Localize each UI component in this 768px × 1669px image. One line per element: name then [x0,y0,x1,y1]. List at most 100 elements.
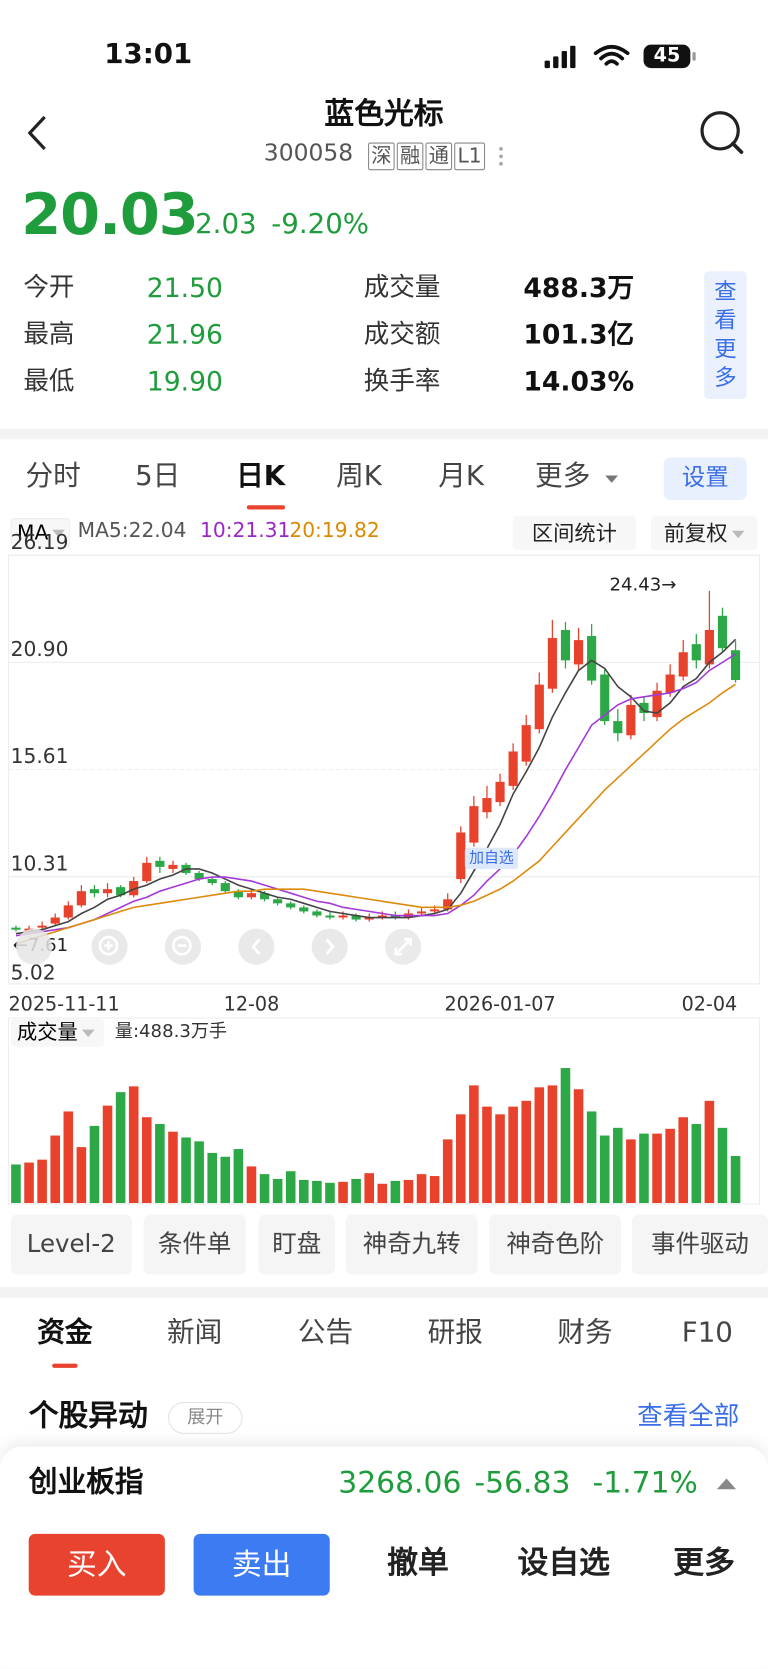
volume-bar [534,1087,545,1204]
candle-body [273,899,283,904]
stat-value: 19.90 [146,365,223,397]
candle-body [665,674,675,693]
candle-body [534,684,544,730]
volume-bar [403,1179,414,1204]
volume-bar [285,1171,296,1204]
expand-caret[interactable] [715,1474,738,1491]
more-dots[interactable] [496,145,507,171]
candle-body [142,862,152,882]
candle-body [351,915,361,920]
candle-body [338,915,348,918]
ma5-label: MA5:22.04 [77,519,187,543]
candle-body [76,891,86,906]
volume-bar [613,1127,623,1204]
candle-body [155,860,165,867]
info-tab[interactable]: 公告 [297,1316,354,1349]
volume-bar [521,1100,532,1204]
reset-button[interactable] [15,928,53,965]
volume-bar [691,1123,702,1204]
candle-body [443,899,453,910]
volume-frame [7,1017,761,1205]
period-tab[interactable]: 日K [236,460,286,493]
period-tab[interactable]: 5日 [135,460,181,493]
more-actions-button[interactable]: 更多 [673,1544,736,1581]
volume-bar [573,1089,584,1204]
volume-selector-label: 成交量 [17,1021,78,1045]
price-change-pct: -9.20% [271,208,370,241]
ma5-line [15,638,737,935]
period-tab[interactable]: 周K [336,460,382,493]
candle-body [482,798,492,813]
volume-bar [128,1086,139,1204]
candle-body [116,887,126,896]
period-tab[interactable]: 分时 [25,460,81,493]
search-button[interactable] [697,108,746,157]
tool-button[interactable]: 神奇色阶 [489,1214,622,1275]
period-tab[interactable]: 更多 [535,460,591,493]
volume-bar [142,1117,152,1204]
prev-button[interactable] [238,928,275,965]
tool-button[interactable]: Level-2 [10,1214,132,1275]
stat-value: 488.3万 [523,272,635,304]
stock-tags: 深融通 L1 [368,142,485,171]
volume-bar [76,1147,87,1204]
info-tab[interactable]: 研报 [427,1316,483,1349]
cancel-button[interactable]: 撤单 [387,1544,449,1581]
candle-body [259,893,270,900]
y-tick-label: 20.90 [11,637,69,661]
more-button[interactable]: 查看更多 [704,271,747,399]
y-tick-label: 15.61 [11,744,69,768]
candle-body [286,903,296,908]
volume-selector[interactable]: 成交量 [10,1019,105,1047]
volume-bar [181,1137,191,1204]
volume-bar [155,1123,165,1204]
stat-label: 成交量 [363,272,441,303]
candle-body [194,872,204,880]
candle-body [691,644,701,661]
ma-selector-label: MA [17,521,49,545]
range-stats-button[interactable]: 区间统计 [512,515,637,550]
candle-body [63,905,73,918]
tool-button[interactable]: 条件单 [143,1214,246,1275]
volume-summary: 量:488.3万手 [114,1021,228,1043]
info-tab[interactable]: F10 [681,1316,733,1349]
next-button[interactable] [311,928,348,965]
candle-body [168,864,178,869]
dropdown-icon [605,475,619,483]
watch-button[interactable]: 设自选 [517,1544,611,1581]
sell-button[interactable]: 卖出 [193,1533,330,1596]
info-tab[interactable]: 新闻 [166,1316,223,1349]
volume-bar [233,1149,244,1204]
stock-tag: 融 [396,142,424,171]
volume-bar [194,1141,204,1204]
ma-selector[interactable]: MA [10,518,71,548]
expand-button[interactable]: 展开 [168,1401,243,1434]
stat-value: 14.03% [523,365,635,397]
period-tab[interactable]: 月K [438,460,485,493]
stock-tag: 通 [425,142,453,171]
volume-bar [469,1085,479,1204]
settings-button[interactable]: 设置 [663,457,747,500]
tool-button[interactable]: 事件驱动 [631,1214,768,1275]
volume-bar [508,1106,518,1204]
candle-body [312,911,322,916]
info-tab[interactable]: 资金 [37,1316,93,1349]
buy-button[interactable]: 买入 [28,1533,165,1596]
view-all-link[interactable]: 查看全部 [637,1400,740,1431]
info-tab[interactable]: 财务 [557,1316,613,1349]
tool-button[interactable]: 盯盘 [258,1214,336,1275]
price-change: -2.03 [185,208,257,241]
candle-body [89,889,100,894]
volume-bar [456,1114,466,1204]
volume-bar [678,1117,689,1204]
candle-body [364,917,374,920]
back-button[interactable] [23,112,55,155]
candle-body [730,650,741,680]
tool-button[interactable]: 神奇九转 [345,1214,478,1275]
candle-body [521,725,531,762]
dropdown-icon [81,1029,95,1038]
adjust-selector[interactable]: 前复权 [650,515,758,550]
candle-body [129,881,139,896]
stock-code: 300058 [263,140,354,168]
